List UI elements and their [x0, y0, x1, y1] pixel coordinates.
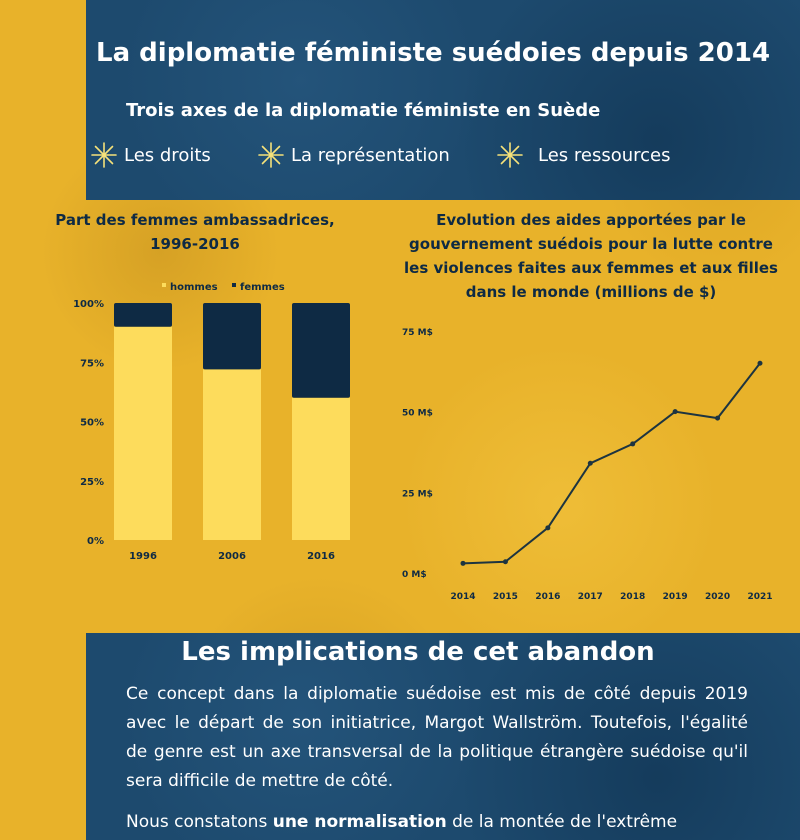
x-tick-label: 2018 [620, 592, 645, 602]
bar-segment [203, 369, 261, 540]
x-tick-label: 2017 [578, 592, 603, 602]
y-tick-label: 100% [73, 299, 104, 310]
legend-label: femmes [240, 282, 285, 293]
y-tick-label: 0 M$ [402, 570, 427, 580]
bar-segment [203, 303, 261, 370]
axis-label: Les ressources [538, 144, 671, 166]
x-tick-label: 2016 [535, 592, 560, 602]
header-panel [86, 0, 800, 200]
sparkle-icon [497, 142, 523, 168]
implications-title: Les implications de cet abandon [181, 637, 655, 667]
bar-segment [292, 303, 350, 398]
implications-paragraph-2: Nous constatons une normalisation de la … [126, 808, 748, 837]
bar-segment [114, 326, 172, 540]
line-chart-title: Evolution des aides apportées par le gou… [404, 211, 778, 301]
bar-segment [292, 397, 350, 540]
sparkle-icon [91, 142, 117, 168]
y-tick-label: 0% [87, 536, 104, 547]
line-chart: 0 M$ 25 M$ 50 M$ 75 M$ 2014 2015 2016 2017 2018 2… [402, 328, 773, 602]
x-tick-label: 2020 [705, 592, 730, 602]
paragraph-text: Nous constatons [126, 812, 273, 832]
data-point [630, 441, 636, 447]
series-line [462, 362, 761, 565]
x-tick-label: 2006 [218, 551, 246, 562]
paragraph-bold-text: une normalisation [272, 812, 447, 832]
x-tick-label: 2014 [450, 592, 475, 602]
x-tick-label: 2021 [747, 592, 772, 602]
axis-item-ressources: Les ressources [496, 141, 671, 169]
implications-panel [86, 633, 800, 840]
y-tick-label: 75% [80, 358, 104, 369]
data-point [587, 460, 593, 466]
legend-label: hommes [170, 282, 218, 293]
implications-paragraph-1: Ce concept dans la diplomatie suédoise e… [126, 684, 748, 791]
axes-subtitle: Trois axes de la diplomatie féministe en… [126, 100, 601, 121]
y-tick-label: 25% [80, 477, 104, 488]
data-point [757, 360, 763, 366]
axis-label: La représentation [291, 144, 450, 166]
data-point [502, 559, 508, 565]
y-tick-label: 75 M$ [402, 328, 433, 338]
y-tick-label: 50% [80, 418, 104, 429]
x-tick-label: 1996 [129, 551, 157, 562]
legend-marker [162, 283, 166, 287]
bar-segment [114, 303, 172, 327]
bar-chart: hommes femmes 0% 25% 50% 75% 100% 1996 2006 2016 [73, 282, 350, 562]
sparkle-icon [258, 142, 284, 168]
x-tick-label: 2019 [663, 592, 688, 602]
axis-label: Les droits [124, 144, 211, 166]
data-point [545, 525, 551, 531]
y-tick-label: 50 M$ [402, 409, 433, 419]
bar-chart-title: Part des femmes ambassadrices, 1996-2016 [55, 211, 335, 253]
legend-marker [232, 283, 236, 287]
x-tick-label: 2016 [307, 551, 335, 562]
x-tick-label: 2015 [493, 592, 518, 602]
y-tick-label: 25 M$ [402, 489, 433, 499]
data-point [672, 409, 678, 415]
data-point [715, 415, 721, 421]
main-title: La diplomatie féministe suédoies depuis … [96, 38, 771, 68]
axis-item-droits: Les droits [90, 141, 211, 169]
paragraph-text: de la montée de l'extrême [446, 812, 678, 832]
data-point [460, 560, 466, 566]
axis-item-representation: La représentation [257, 141, 450, 169]
